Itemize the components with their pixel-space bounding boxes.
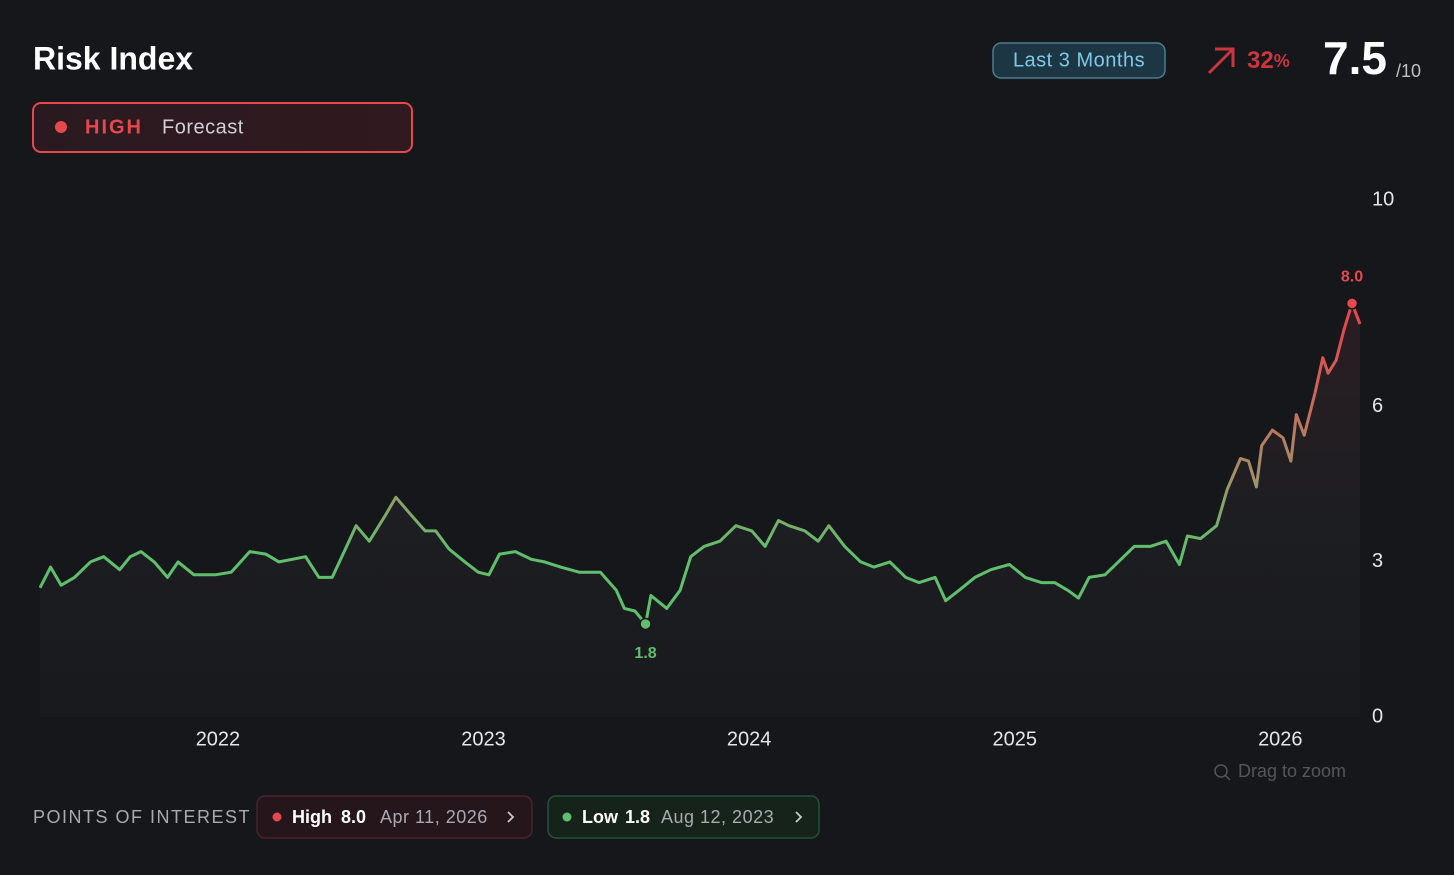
y-tick-label: 0 xyxy=(1372,705,1383,727)
x-tick-label: 2025 xyxy=(992,728,1037,750)
poi-value: 8.0 xyxy=(341,807,366,827)
change: 32% xyxy=(1247,47,1290,74)
x-tick-label: 2022 xyxy=(196,728,241,750)
title: Risk Index xyxy=(33,40,193,76)
poi-dot xyxy=(562,812,572,822)
poi-marker xyxy=(639,617,652,631)
poi-name: High xyxy=(292,807,332,827)
status: HIGH xyxy=(85,116,143,138)
x-tick-label: 2026 xyxy=(1258,728,1303,750)
zoom-hint: Drag to zoom xyxy=(1238,761,1346,781)
poi-marker xyxy=(1345,297,1359,310)
poi-title: POINTS OF INTEREST xyxy=(33,807,251,827)
chevron xyxy=(795,811,803,823)
poi-date: Apr 11, 2026 xyxy=(380,807,488,827)
y-tick-label: 10 xyxy=(1372,188,1394,210)
poi-date: Aug 12, 2023 xyxy=(661,807,774,827)
status-note: Forecast xyxy=(162,116,244,138)
zoom-icon xyxy=(1214,764,1228,778)
x-tick-label: 2024 xyxy=(727,728,772,750)
poi-dot xyxy=(272,812,282,822)
poi-value-label: 1.8 xyxy=(634,645,656,662)
poi-button[interactable] xyxy=(547,795,820,839)
poi-value: 1.8 xyxy=(625,807,650,827)
zoom-icon xyxy=(1224,774,1231,781)
trend-arrow xyxy=(1207,47,1235,75)
area xyxy=(40,303,1360,717)
y-tick-label: 3 xyxy=(1372,550,1383,572)
y-tick-label: 6 xyxy=(1372,395,1383,417)
range-label[interactable]: Last 3 Months xyxy=(1013,49,1145,71)
score: 7.5 xyxy=(1323,32,1387,84)
line xyxy=(38,301,1362,626)
status-dot xyxy=(55,121,67,133)
chevron xyxy=(507,811,515,823)
poi-button[interactable] xyxy=(256,795,533,839)
poi-value-label: 8.0 xyxy=(1341,269,1363,286)
poi-name: Low xyxy=(582,807,619,827)
x-tick-label: 2023 xyxy=(461,728,506,750)
score-max: /10 xyxy=(1396,61,1421,81)
range-button[interactable] xyxy=(992,42,1166,79)
status-badge xyxy=(32,102,413,153)
